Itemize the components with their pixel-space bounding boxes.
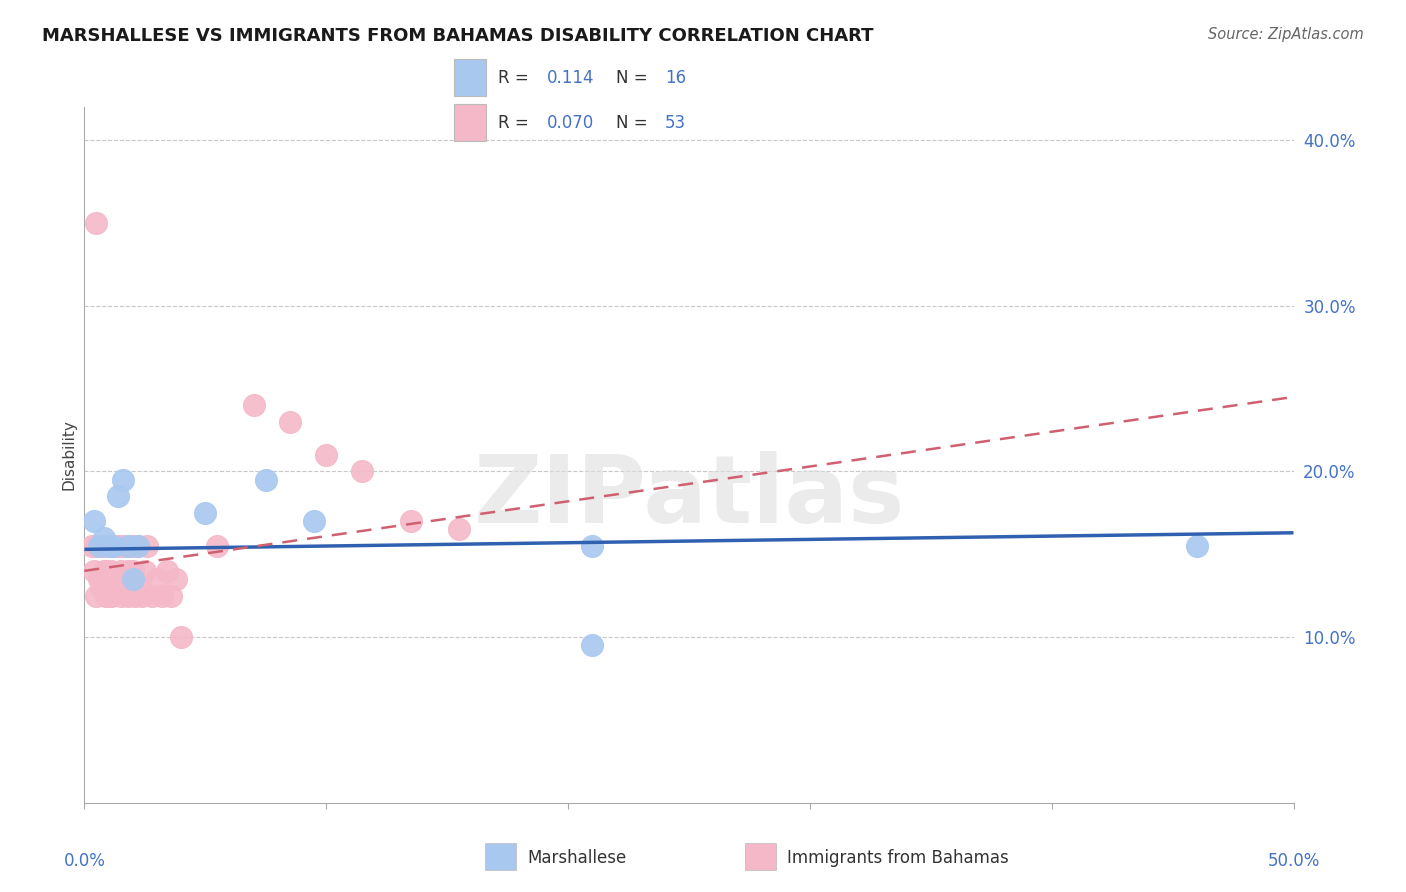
Point <box>90 539 112 553</box>
Point <box>150 589 173 603</box>
Point <box>1185 539 1208 553</box>
Point <box>160 589 183 603</box>
Text: 50.0%: 50.0% <box>1267 853 1320 871</box>
Point <box>93 539 115 553</box>
Point <box>87 572 110 586</box>
Point <box>80 539 103 553</box>
Point <box>112 539 135 553</box>
Text: 53: 53 <box>665 114 686 132</box>
Point <box>131 589 153 603</box>
Point <box>315 448 337 462</box>
Point <box>86 539 108 553</box>
Point <box>141 589 163 603</box>
Point <box>110 589 132 603</box>
Text: R =: R = <box>498 69 529 87</box>
Text: Immigrants from Bahamas: Immigrants from Bahamas <box>787 849 1010 867</box>
Point <box>352 465 374 479</box>
Point <box>449 523 471 537</box>
Point <box>207 539 229 553</box>
Point <box>97 572 120 586</box>
Point <box>97 539 120 553</box>
Point <box>194 506 217 520</box>
Point <box>399 514 422 528</box>
Point <box>134 564 156 578</box>
Y-axis label: Disability: Disability <box>60 419 76 491</box>
Point <box>302 514 325 528</box>
Point <box>107 539 129 553</box>
Point <box>110 564 132 578</box>
Point <box>146 572 169 586</box>
Point <box>121 539 143 553</box>
Point <box>103 539 125 553</box>
Point <box>114 581 136 595</box>
Point <box>103 539 125 553</box>
Point <box>117 589 139 603</box>
Point <box>103 572 125 586</box>
Point <box>83 514 105 528</box>
Point <box>278 415 301 429</box>
Point <box>90 581 112 595</box>
Point <box>136 539 159 553</box>
Point <box>117 564 139 578</box>
Point <box>165 572 187 586</box>
Point <box>112 572 135 586</box>
Text: Marshallese: Marshallese <box>527 849 627 867</box>
Point <box>581 539 603 553</box>
Point <box>129 581 152 595</box>
Text: ZIPatlas: ZIPatlas <box>474 450 904 542</box>
Point <box>83 564 105 578</box>
Point <box>93 564 115 578</box>
Point <box>107 489 129 503</box>
Text: Source: ZipAtlas.com: Source: ZipAtlas.com <box>1208 27 1364 42</box>
Point <box>124 589 146 603</box>
Point <box>112 473 135 487</box>
Point <box>242 398 264 412</box>
Point <box>86 216 108 230</box>
FancyBboxPatch shape <box>454 104 486 141</box>
Point <box>100 589 122 603</box>
Point <box>254 473 277 487</box>
Text: 0.114: 0.114 <box>547 69 595 87</box>
Point <box>86 589 108 603</box>
Point <box>104 572 127 586</box>
Point <box>121 564 143 578</box>
Point <box>127 539 149 553</box>
Point <box>170 630 193 644</box>
Point <box>94 589 117 603</box>
Point <box>87 539 110 553</box>
Point <box>100 564 122 578</box>
Point <box>581 639 603 653</box>
Point <box>94 564 117 578</box>
Point <box>104 539 127 553</box>
Text: N =: N = <box>616 114 647 132</box>
Point <box>97 589 120 603</box>
Point <box>121 572 143 586</box>
Text: N =: N = <box>616 69 647 87</box>
Point <box>117 539 139 553</box>
Text: MARSHALLESE VS IMMIGRANTS FROM BAHAMAS DISABILITY CORRELATION CHART: MARSHALLESE VS IMMIGRANTS FROM BAHAMAS D… <box>42 27 873 45</box>
Point <box>155 564 177 578</box>
Text: 16: 16 <box>665 69 686 87</box>
Text: 0.070: 0.070 <box>547 114 593 132</box>
Point <box>97 539 120 553</box>
Point <box>87 539 110 553</box>
Point <box>127 539 149 553</box>
Point <box>120 539 142 553</box>
Point <box>93 531 115 545</box>
FancyBboxPatch shape <box>454 60 486 96</box>
Text: 0.0%: 0.0% <box>63 853 105 871</box>
Text: R =: R = <box>498 114 529 132</box>
